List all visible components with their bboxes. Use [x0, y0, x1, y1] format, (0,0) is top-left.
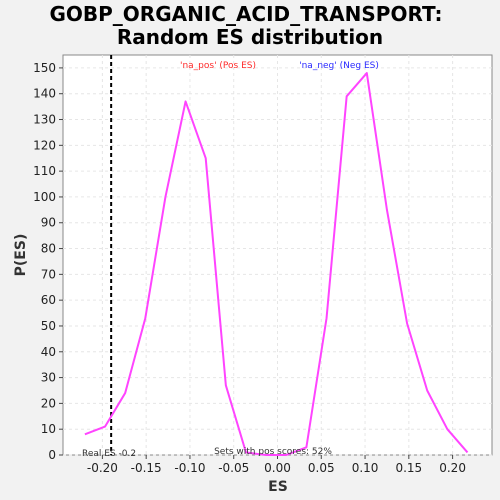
data-marks [84, 55, 469, 456]
y-tick-label: 130 [33, 113, 56, 127]
x-tick-label: -0.10 [174, 461, 205, 475]
y-tick-label: 0 [48, 448, 56, 462]
na-pos-annotation: 'na_pos' (Pos ES) [180, 61, 256, 71]
y-tick-label: 100 [33, 190, 56, 204]
y-tick-label: 10 [41, 422, 56, 436]
grid [63, 55, 492, 456]
y-tick-label: 90 [41, 216, 56, 230]
x-tick-label: 0.15 [395, 461, 422, 475]
x-axis-title: ES [268, 479, 288, 495]
y-tick-label: 30 [41, 371, 56, 385]
x-axis-ticks: -0.20 -0.15 -0.10 -0.05 0.00 0.05 0.10 0.15 0.20 [87, 455, 466, 475]
y-tick-label: 70 [41, 267, 56, 281]
y-tick-label: 150 [33, 61, 56, 75]
real-es-annotation: Real ES -0.2 [82, 449, 136, 459]
y-axis-ticks: 0 10 20 30 40 50 60 70 80 90 100 110 120 130 140 150 [33, 61, 63, 462]
x-tick-label: 0.20 [439, 461, 466, 475]
x-tick-label: -0.15 [131, 461, 162, 475]
y-tick-label: 80 [41, 242, 56, 256]
y-tick-label: 120 [33, 138, 56, 152]
y-tick-label: 40 [41, 345, 56, 359]
chart-title-line1: GOBP_ORGANIC_ACID_TRANSPORT: [49, 2, 442, 26]
na-neg-annotation: 'na_neg' (Neg ES) [299, 61, 379, 71]
y-tick-label: 50 [41, 319, 56, 333]
y-tick-label: 110 [33, 164, 56, 178]
y-tick-label: 140 [33, 87, 56, 101]
y-tick-label: 60 [41, 293, 56, 307]
x-tick-label: -0.05 [218, 461, 249, 475]
x-tick-label: 0.05 [308, 461, 335, 475]
pos-scores-annotation: Sets with pos scores: 52% [214, 447, 332, 457]
y-tick-label: 20 [41, 396, 56, 410]
x-tick-label: 0.10 [352, 461, 379, 475]
chart-title-line2: Random ES distribution [117, 25, 383, 49]
y-axis-title: P(ES) [13, 234, 29, 277]
x-tick-label: -0.20 [87, 461, 118, 475]
x-tick-label: 0.00 [264, 461, 291, 475]
series-line [84, 72, 469, 456]
